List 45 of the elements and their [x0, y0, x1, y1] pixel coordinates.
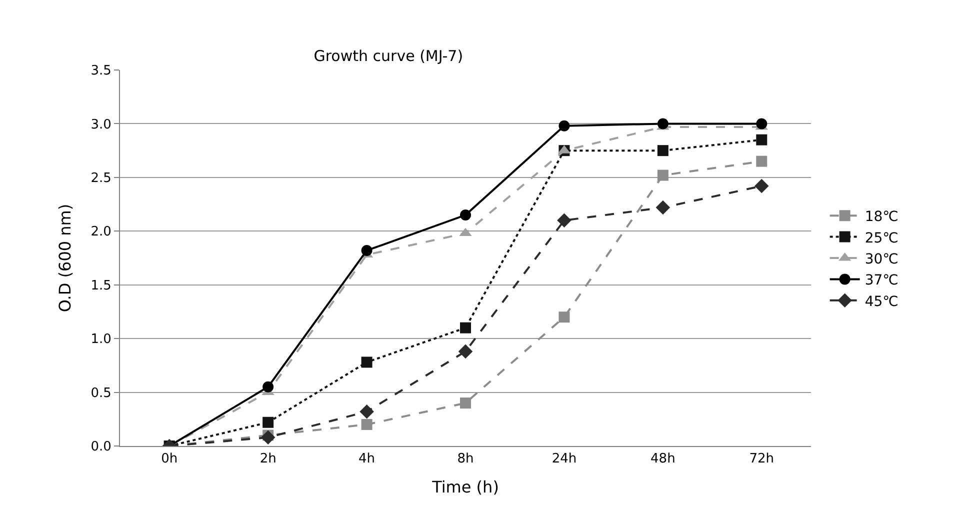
legend-label: 30℃: [864, 251, 898, 268]
legend-label: 18℃: [864, 209, 898, 226]
y-tick-label: 0.5: [90, 386, 112, 401]
point: [558, 120, 570, 132]
x-tick-label: 8h: [457, 452, 474, 467]
point: [262, 416, 274, 428]
x-tick-label: 4h: [358, 452, 376, 467]
point: [557, 213, 572, 228]
point: [458, 344, 473, 359]
point: [262, 381, 274, 392]
chart-title: Growth curve (MJ-7): [314, 47, 464, 66]
point: [756, 118, 768, 130]
x-tick-label: 72h: [749, 452, 774, 467]
point: [361, 244, 372, 256]
y-tick-label: 2.5: [90, 170, 112, 186]
legend-label: 37℃: [864, 272, 898, 289]
point: [360, 404, 374, 419]
legend-label: 45℃: [864, 294, 898, 310]
x-axis-title: Time (h): [431, 477, 499, 496]
point: [361, 356, 372, 368]
y-tick-label: 2.0: [90, 224, 112, 240]
x-tick-label: 2h: [260, 452, 276, 467]
point: [558, 312, 570, 323]
y-tick-label: 3.0: [90, 117, 112, 132]
point: [361, 419, 372, 430]
x-tick-label: 0h: [161, 452, 178, 467]
point: [460, 322, 471, 334]
x-tick-label: 48h: [650, 452, 676, 467]
y-tick-label: 1.0: [90, 332, 112, 348]
legend-label: 25℃: [864, 230, 898, 246]
y-tick-label: 0.0: [90, 440, 112, 455]
point: [260, 430, 276, 445]
point: [657, 145, 668, 156]
point: [460, 210, 471, 221]
point: [657, 170, 668, 181]
y-tick-label: 1.5: [90, 278, 112, 294]
point: [460, 398, 471, 409]
point: [656, 200, 670, 215]
point: [754, 178, 769, 194]
y-tick-label: 3.5: [90, 64, 112, 79]
point: [657, 118, 668, 130]
y-axis-title: O.D (600 nm): [56, 204, 75, 312]
x-tick-label: 24h: [552, 452, 577, 467]
point: [756, 156, 768, 167]
point: [756, 134, 768, 146]
